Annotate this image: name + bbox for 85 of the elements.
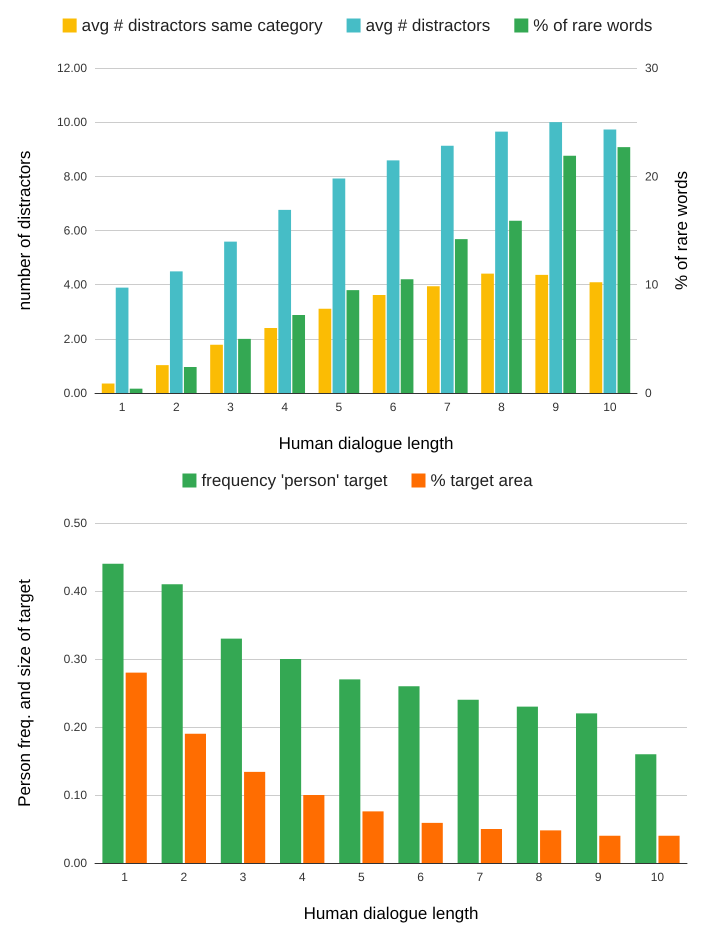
bar	[162, 584, 183, 863]
y-tick-label: 0.00	[64, 856, 88, 870]
bar	[590, 282, 602, 393]
bar	[126, 672, 147, 863]
bar	[339, 679, 360, 863]
x-tick-label: 3	[240, 870, 247, 884]
legend-label: % of rare words	[533, 16, 652, 35]
y2-tick-label: 0	[645, 386, 652, 400]
bar	[599, 836, 620, 863]
y-tick-label: 2.00	[64, 332, 88, 346]
bar	[278, 210, 292, 393]
y2-tick-label: 10	[645, 278, 659, 292]
bar	[426, 286, 440, 393]
legend-label: % target area	[430, 471, 534, 490]
bar	[210, 344, 223, 393]
bar	[535, 274, 548, 393]
bar	[102, 564, 124, 863]
x-tick-label: 1	[121, 870, 128, 884]
bar	[184, 367, 197, 393]
x-tick-label: 3	[227, 400, 234, 414]
x-tick-label: 7	[444, 400, 451, 414]
bar	[102, 384, 114, 393]
x-tick-label: 1	[118, 400, 126, 414]
y2-tick-label: 30	[645, 61, 659, 75]
x-tick-label: 9	[594, 870, 602, 884]
bar	[362, 811, 384, 863]
bar	[372, 294, 386, 393]
y-tick-label: 0.20	[64, 720, 88, 734]
bar	[303, 795, 324, 863]
bar	[481, 274, 494, 393]
y2-tick-label: 20	[645, 169, 659, 184]
x-tick-label: 8	[498, 400, 506, 414]
y-tick-label: 6.00	[64, 224, 88, 238]
y-axis-title: number of distractors	[15, 150, 34, 310]
bar	[280, 659, 302, 863]
x-tick-label: 5	[358, 870, 366, 884]
y-tick-label: 0.50	[64, 516, 88, 530]
bar	[540, 830, 562, 863]
x-tick-label: 4	[298, 870, 306, 884]
bar	[170, 271, 183, 393]
x-tick-label: 2	[180, 870, 188, 884]
y-tick-label: 0.40	[64, 584, 88, 598]
y-tick-label: 10.00	[56, 115, 88, 130]
y-tick-label: 0.30	[64, 652, 88, 666]
y-tick-label: 0.00	[64, 386, 88, 400]
legend-label: avg # distractors same category	[82, 16, 324, 35]
bar	[635, 754, 656, 863]
x-tick-label: 10	[603, 400, 617, 414]
x-tick-label: 5	[336, 400, 343, 414]
bar	[184, 734, 206, 863]
bar	[264, 328, 278, 393]
x-tick-label: 6	[390, 400, 397, 414]
legend-label: frequency 'person' target	[201, 471, 388, 490]
x-tick-label: 2	[172, 400, 180, 414]
x-tick-label: 4	[281, 400, 288, 414]
legend-label: avg # distractors	[366, 16, 490, 35]
x-tick-label: 10	[650, 870, 664, 884]
bar	[516, 706, 538, 863]
bar	[224, 242, 237, 393]
bar	[116, 288, 128, 393]
bar	[576, 713, 598, 863]
y-axis-title: Person freq. and size of target	[15, 578, 34, 807]
y-tick-label: 0.10	[64, 788, 88, 802]
bar	[332, 178, 346, 393]
bar	[130, 388, 142, 393]
y-tick-label: 8.00	[64, 169, 88, 184]
bar	[156, 365, 169, 393]
y-tick-label: 12.00	[56, 61, 88, 75]
y2-axis-title: % of rare words	[672, 170, 691, 290]
x-tick-label: 9	[552, 400, 560, 414]
x-axis-title: Human dialogue length	[278, 434, 454, 453]
bar	[386, 160, 400, 393]
x-tick-label: 8	[536, 870, 543, 884]
bar	[244, 772, 266, 863]
bar	[458, 700, 479, 863]
bar	[422, 822, 443, 863]
bar	[220, 638, 242, 863]
bar	[398, 686, 420, 863]
y-tick-label: 4.00	[64, 278, 88, 292]
x-tick-label: 7	[476, 870, 484, 884]
bar	[480, 829, 502, 863]
x-tick-label: 6	[417, 870, 424, 884]
bar	[658, 836, 680, 863]
bar	[318, 308, 332, 393]
x-axis-title: Human dialogue length	[304, 904, 478, 923]
